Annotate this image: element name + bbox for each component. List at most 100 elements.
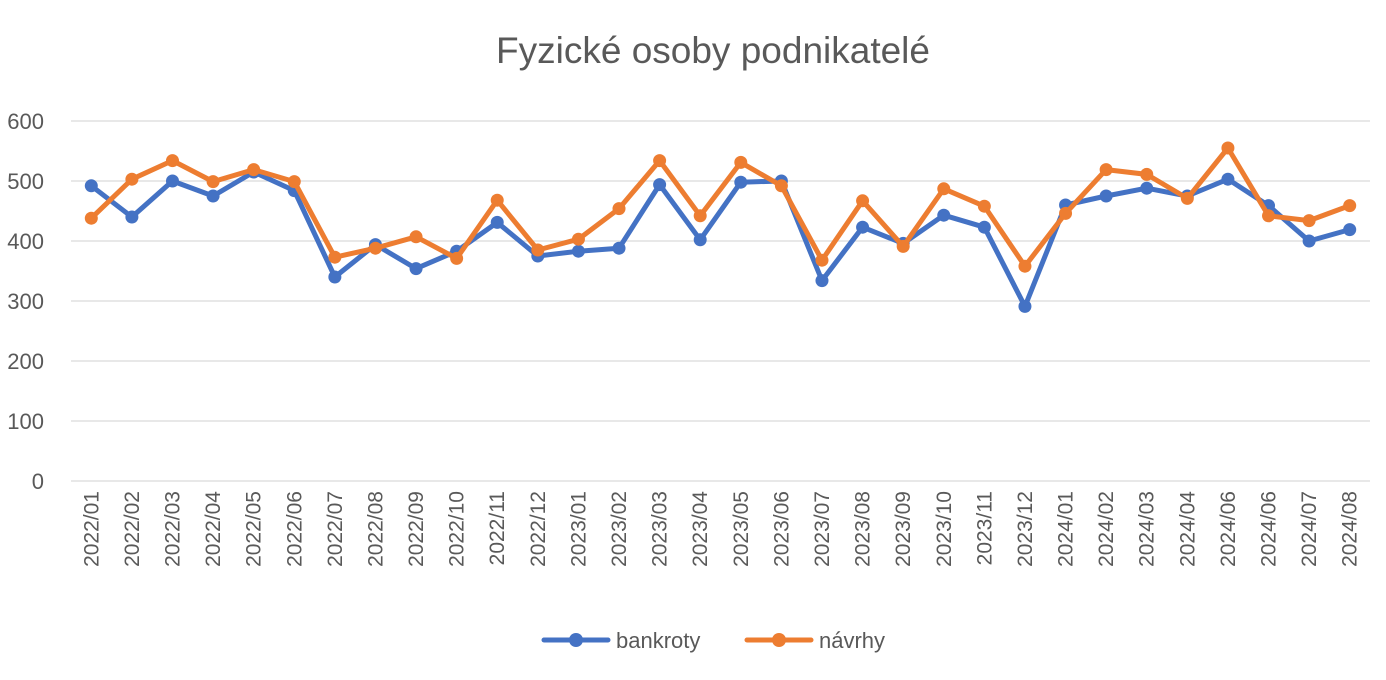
data-point — [84, 211, 98, 225]
legend-item-návrhy: návrhy — [744, 628, 885, 653]
chart-title: Fyzické osoby podnikatelé — [496, 30, 930, 71]
data-point — [490, 215, 504, 229]
data-point — [490, 193, 504, 207]
series-line — [88, 169, 1353, 309]
x-tick-label: 2023/08 — [852, 491, 875, 567]
y-tick-label: 500 — [7, 169, 44, 194]
x-tick-label: 2022/10 — [446, 491, 469, 567]
x-tick-label: 2023/06 — [770, 491, 793, 567]
x-tick-label: 2022/04 — [202, 491, 225, 567]
x-tick-label: 2022/08 — [364, 491, 387, 567]
x-tick-label: 2024/03 — [1136, 491, 1159, 567]
y-tick-label: 400 — [7, 229, 44, 254]
x-tick-label: 2024/01 — [1055, 491, 1078, 567]
data-point — [1059, 206, 1073, 220]
x-tick-label: 2022/09 — [405, 491, 428, 567]
y-axis-ticks: 0 100 200 300 400 500 600 — [7, 109, 44, 494]
data-point — [1180, 191, 1194, 205]
x-tick-label: 2023/12 — [1014, 491, 1037, 567]
data-point — [653, 154, 667, 168]
data-point — [612, 202, 626, 216]
data-point — [815, 253, 829, 267]
data-point — [937, 208, 951, 222]
y-tick-label: 0 — [32, 469, 44, 494]
data-point — [856, 220, 870, 234]
data-point — [734, 155, 748, 169]
data-point — [450, 251, 464, 265]
data-point — [571, 244, 585, 258]
data-point — [1302, 234, 1316, 248]
data-point — [977, 220, 991, 234]
x-tick-label: 2022/02 — [121, 491, 144, 567]
legend-label: návrhy — [819, 628, 885, 653]
data-point — [247, 163, 261, 177]
data-point — [1099, 189, 1113, 203]
x-tick-label: 2022/12 — [527, 491, 550, 567]
data-point — [856, 194, 870, 208]
data-point — [1343, 223, 1357, 237]
x-tick-label: 2023/10 — [933, 491, 956, 567]
data-point — [165, 174, 179, 188]
data-point — [937, 182, 951, 196]
y-tick-label: 100 — [7, 409, 44, 434]
series-group — [84, 141, 1357, 313]
data-point — [409, 262, 423, 276]
data-point — [1302, 214, 1316, 228]
data-point — [206, 175, 220, 189]
x-axis-ticks: 2022/01 2022/02 2022/03 2022/04 2022/05 2022/… — [80, 491, 1361, 567]
data-point — [1018, 259, 1032, 273]
x-tick-label: 2022/06 — [283, 491, 306, 567]
data-point — [409, 230, 423, 244]
x-tick-label: 2023/11 — [973, 491, 996, 565]
data-point — [653, 178, 667, 192]
x-tick-label: 2023/02 — [608, 491, 631, 567]
series-line — [88, 145, 1353, 269]
data-point — [531, 243, 545, 257]
data-point — [896, 239, 910, 253]
x-tick-label: 2024/04 — [1176, 491, 1199, 567]
data-point — [206, 189, 220, 203]
x-tick-label: 2022/11 — [486, 491, 509, 565]
x-tick-label: 2024/08 — [1339, 491, 1362, 567]
x-tick-label: 2024/02 — [1095, 491, 1118, 567]
data-point — [84, 179, 98, 193]
data-point — [571, 232, 585, 246]
data-point — [1221, 141, 1235, 155]
legend-marker — [569, 633, 583, 647]
x-tick-label: 2023/07 — [811, 491, 834, 567]
data-point — [1140, 167, 1154, 181]
data-point — [125, 210, 139, 224]
x-tick-label: 2023/09 — [892, 491, 915, 567]
data-point — [368, 241, 382, 255]
x-tick-label: 2024/07 — [1298, 491, 1321, 567]
x-tick-label: 2022/03 — [161, 491, 184, 567]
x-tick-label: 2023/05 — [730, 491, 753, 567]
x-tick-label: 2023/01 — [567, 491, 590, 567]
data-point — [693, 233, 707, 247]
data-point — [1262, 209, 1276, 223]
x-tick-label: 2024/06 — [1217, 491, 1240, 567]
data-point — [1221, 172, 1235, 186]
x-tick-label: 2023/03 — [649, 491, 672, 567]
x-tick-label: 2022/07 — [324, 491, 347, 567]
legend-item-bankroty: bankroty — [541, 628, 700, 653]
data-point — [815, 274, 829, 288]
data-point — [612, 241, 626, 255]
data-point — [165, 154, 179, 168]
data-point — [328, 270, 342, 284]
x-tick-label: 2023/04 — [689, 491, 712, 567]
data-point — [774, 179, 788, 193]
x-tick-label: 2024/06 — [1258, 491, 1281, 567]
data-point — [287, 175, 301, 189]
legend: bankroty návrhy — [541, 628, 885, 653]
x-tick-label: 2022/01 — [80, 491, 103, 567]
y-tick-label: 600 — [7, 109, 44, 134]
data-point — [734, 175, 748, 189]
y-tick-label: 200 — [7, 349, 44, 374]
data-point — [328, 250, 342, 264]
y-tick-label: 300 — [7, 289, 44, 314]
data-point — [693, 209, 707, 223]
data-point — [1099, 163, 1113, 177]
data-point — [977, 199, 991, 213]
